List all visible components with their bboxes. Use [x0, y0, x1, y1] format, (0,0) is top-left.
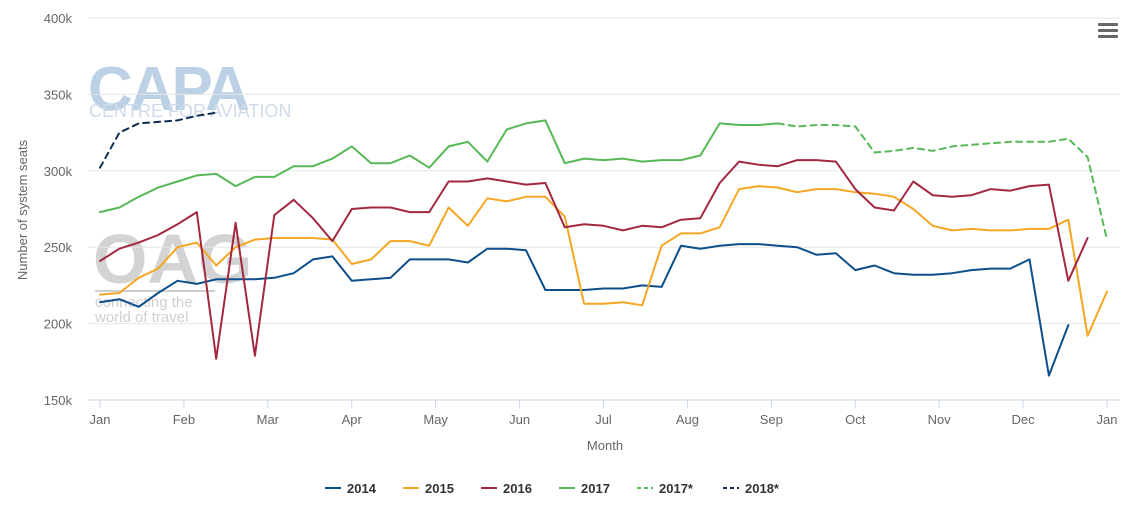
y-tick-label: 150k	[44, 393, 73, 408]
y-tick-label: 250k	[44, 240, 73, 255]
legend-item-2018-forecast[interactable]: 2018*	[723, 481, 780, 496]
legend-item-2015[interactable]: 2015	[403, 481, 454, 496]
chart-legend: 2014 2015 2016 2017 2017* 2018*	[325, 481, 780, 496]
x-tick-label: Mar	[257, 412, 280, 427]
x-tick-label: Apr	[342, 412, 363, 427]
legend-label: 2018*	[745, 481, 780, 496]
legend-item-2017[interactable]: 2017	[559, 481, 610, 496]
y-tick-label: 400k	[44, 11, 73, 26]
y-axis-title: Number of system seats	[15, 139, 30, 280]
legend-label: 2015	[425, 481, 454, 496]
hamburger-menu-icon-bar	[1098, 35, 1118, 38]
legend-label: 2016	[503, 481, 532, 496]
series-line-2015	[99, 185, 1108, 337]
x-tick-label: Aug	[676, 412, 699, 427]
x-tick-label: Nov	[928, 412, 952, 427]
legend-item-2016[interactable]: 2016	[481, 481, 532, 496]
oag-watermark-tagline-2: world of travel	[94, 309, 188, 326]
x-tick-label: Jan	[1097, 412, 1118, 427]
x-tick-label: Dec	[1012, 412, 1036, 427]
chart-menu-button[interactable]	[1096, 20, 1120, 42]
series-line-2017-forecast	[776, 122, 1108, 241]
y-axis: 150k 200k 250k 300k 350k 400k	[44, 11, 73, 408]
y-tick-label: 300k	[44, 164, 73, 179]
legend-label: 2017	[581, 481, 610, 496]
series-lines	[99, 111, 1108, 377]
x-tick-label: Jul	[595, 412, 612, 427]
legend-item-2017-forecast[interactable]: 2017*	[637, 481, 694, 496]
x-tick-label: May	[423, 412, 448, 427]
y-tick-label: 200k	[44, 317, 73, 332]
series-line-2014	[99, 243, 1070, 377]
oag-watermark-title: OAG	[93, 220, 252, 298]
hamburger-menu-icon-bar	[1098, 29, 1118, 32]
hamburger-menu-icon	[1098, 23, 1118, 26]
x-tick-label: Feb	[173, 412, 195, 427]
capa-watermark-logo: CAPA CENTRE FOR AVIATION	[88, 55, 291, 124]
series-line-2017	[99, 119, 779, 214]
legend-item-2014[interactable]: 2014	[325, 481, 377, 496]
x-tick-label: Oct	[845, 412, 866, 427]
capa-watermark-title: CAPA	[88, 55, 249, 124]
x-axis: Jan Feb Mar Apr May Jun Jul Aug Sep Oct Nov Dec Jan	[90, 400, 1118, 427]
series-line-2016	[99, 159, 1089, 360]
series-line-2018-forecast	[99, 111, 218, 169]
oag-watermark-logo: OAG connecting the world of travel	[93, 220, 252, 326]
x-tick-label: Sep	[760, 412, 783, 427]
x-axis-title: Month	[587, 438, 623, 453]
capa-watermark-subtitle: CENTRE FOR AVIATION	[89, 101, 291, 121]
y-tick-label: 350k	[44, 87, 73, 102]
x-tick-label: Jan	[90, 412, 111, 427]
legend-label: 2017*	[659, 481, 694, 496]
legend-label: 2014	[347, 481, 377, 496]
x-tick-label: Jun	[509, 412, 530, 427]
